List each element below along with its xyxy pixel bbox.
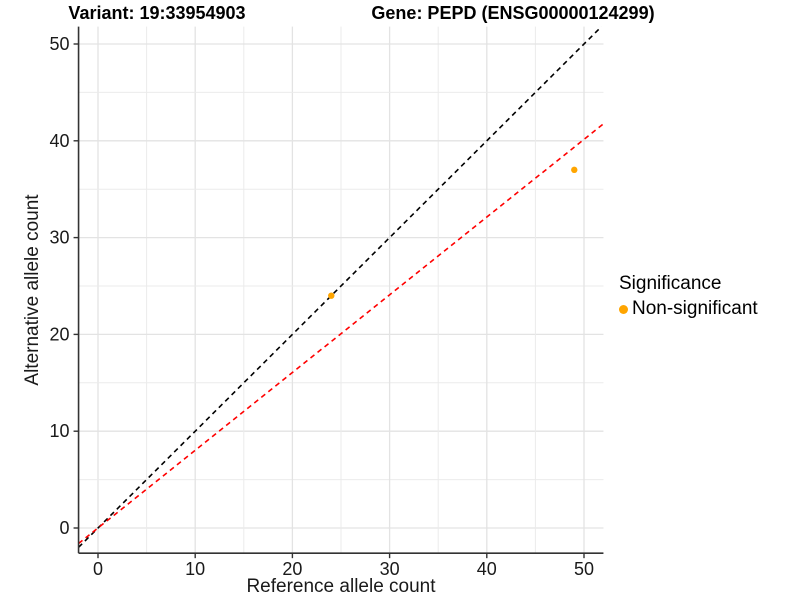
y-tick-label: 40 <box>50 131 70 151</box>
plot-title-gene: Gene: PEPD (ENSG00000124299) <box>371 3 655 23</box>
identity-line <box>77 26 603 548</box>
fit-line <box>78 123 604 545</box>
y-axis-title: Alternative allele count <box>22 194 43 386</box>
legend-title: Significance <box>619 273 722 294</box>
x-tick-label: 30 <box>380 559 400 579</box>
legend-point-icon <box>619 304 628 314</box>
y-tick-label: 20 <box>50 324 70 344</box>
data-point <box>571 166 578 174</box>
y-tick-label: 10 <box>50 421 70 441</box>
legend-item-non-significant: Non-significant <box>619 298 758 320</box>
x-tick-label: 0 <box>93 559 103 579</box>
y-tick-label: 0 <box>60 518 70 538</box>
x-tick-label: 40 <box>477 559 497 579</box>
x-tick-label: 20 <box>282 559 302 579</box>
plot-title-variant: Variant: 19:33954903 <box>68 3 246 23</box>
y-tick-label: 50 <box>50 34 70 54</box>
x-tick-label: 50 <box>574 559 594 579</box>
x-axis-title: Reference allele count <box>246 576 436 597</box>
x-tick-label: 10 <box>185 559 205 579</box>
legend-item-label: Non-significant <box>632 298 758 319</box>
legend: Significance Non-significant <box>619 273 758 320</box>
data-point <box>328 292 335 299</box>
y-tick-label: 30 <box>50 228 70 248</box>
